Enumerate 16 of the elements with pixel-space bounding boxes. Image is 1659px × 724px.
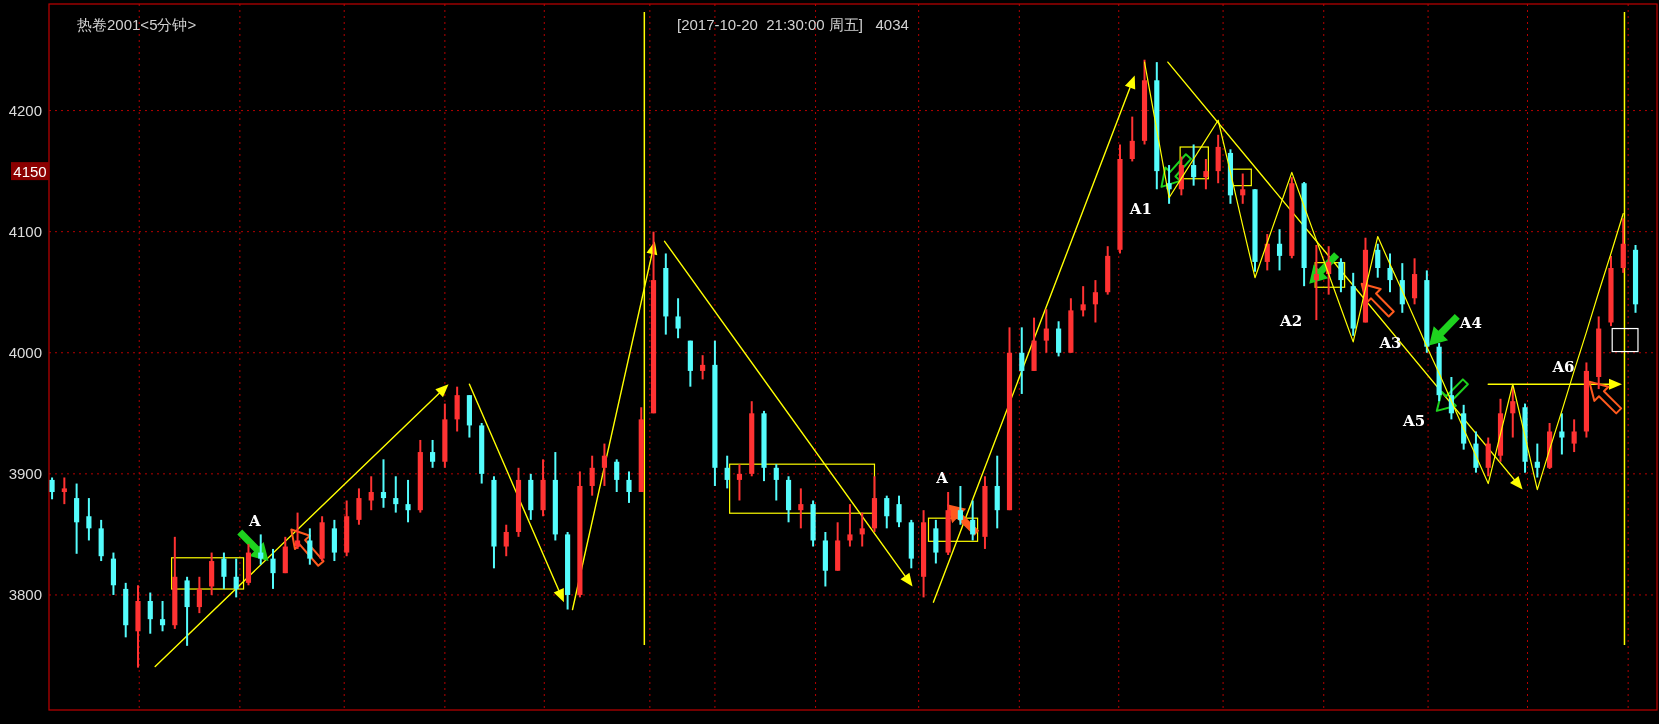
text: 热卷2001<5分钟> [77,15,197,33]
text: A5 [1403,412,1426,431]
y-tick-label: 3900 [8,465,42,483]
y-tick-label: 4200 [8,102,42,120]
annotation: 4150 [13,162,47,180]
text: A2 [1280,312,1303,331]
y-tick-label: 3800 [8,586,42,604]
text: A1 [1129,200,1152,219]
text: [2017-10-20 21:30:00 周五] 4034 [677,15,909,33]
text: A [936,469,948,488]
text: A4 [1459,314,1482,333]
text: A [248,512,261,531]
y-tick-label: 4000 [8,344,42,362]
y-tick-label: 4100 [8,223,42,241]
text: A3 [1379,334,1402,353]
text: A6 [1552,358,1575,377]
